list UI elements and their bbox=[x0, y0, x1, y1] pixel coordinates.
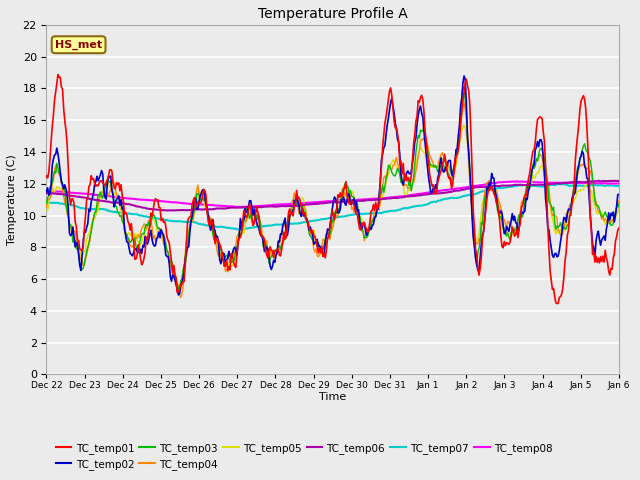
TC_temp03 bbox=[176, 288, 184, 293]
TC_temp05 bbox=[319, 245, 327, 251]
TC_temp08 bbox=[43, 188, 51, 194]
TC_temp05 bbox=[43, 207, 51, 213]
TC_temp05 bbox=[514, 216, 522, 222]
TC_temp01 bbox=[385, 96, 392, 101]
TC_temp04 bbox=[353, 210, 361, 216]
TC_temp03 bbox=[385, 163, 392, 168]
TC_temp02 bbox=[514, 230, 522, 236]
Y-axis label: Temperature (C): Temperature (C) bbox=[7, 154, 17, 245]
TC_temp07 bbox=[615, 183, 623, 189]
TC_temp06 bbox=[612, 178, 620, 184]
TC_temp02 bbox=[460, 73, 468, 79]
Legend: TC_temp01, TC_temp02, TC_temp03, TC_temp04, TC_temp05, TC_temp06, TC_temp07, TC_: TC_temp01, TC_temp02, TC_temp03, TC_temp… bbox=[52, 439, 557, 474]
TC_temp07 bbox=[43, 200, 51, 205]
TC_temp01 bbox=[615, 225, 623, 231]
TC_temp02 bbox=[175, 292, 182, 298]
TC_temp08 bbox=[604, 180, 611, 186]
TC_temp06 bbox=[385, 195, 392, 201]
TC_temp06 bbox=[169, 207, 177, 213]
TC_temp07 bbox=[385, 209, 392, 215]
TC_temp05 bbox=[385, 172, 392, 178]
TC_temp02 bbox=[615, 192, 623, 197]
TC_temp08 bbox=[353, 197, 361, 203]
TC_temp04 bbox=[385, 165, 392, 171]
TC_temp03 bbox=[459, 84, 467, 90]
TC_temp03 bbox=[316, 244, 323, 250]
TC_temp01 bbox=[54, 72, 62, 77]
TC_temp08 bbox=[319, 199, 327, 204]
Line: TC_temp05: TC_temp05 bbox=[47, 125, 619, 286]
Line: TC_temp04: TC_temp04 bbox=[47, 103, 619, 298]
TC_temp01 bbox=[604, 259, 611, 265]
TC_temp03 bbox=[319, 247, 327, 253]
TC_temp02 bbox=[604, 220, 611, 226]
TC_temp06 bbox=[513, 182, 521, 188]
TC_temp03 bbox=[43, 200, 51, 206]
TC_temp01 bbox=[43, 173, 51, 179]
TC_temp03 bbox=[604, 215, 611, 221]
TC_temp08 bbox=[237, 204, 245, 210]
Line: TC_temp06: TC_temp06 bbox=[47, 181, 619, 210]
TC_temp04 bbox=[319, 236, 327, 242]
TC_temp05 bbox=[604, 218, 611, 224]
TC_temp05 bbox=[460, 122, 468, 128]
TC_temp05 bbox=[353, 210, 361, 216]
TC_temp01 bbox=[316, 245, 323, 251]
TC_temp07 bbox=[316, 217, 323, 223]
Line: TC_temp03: TC_temp03 bbox=[47, 87, 619, 290]
TC_temp04 bbox=[514, 216, 522, 222]
TC_temp07 bbox=[556, 181, 563, 187]
TC_temp04 bbox=[177, 295, 184, 300]
Line: TC_temp01: TC_temp01 bbox=[47, 74, 619, 303]
TC_temp03 bbox=[615, 204, 623, 210]
TC_temp05 bbox=[316, 251, 323, 257]
TC_temp06 bbox=[319, 200, 327, 206]
TC_temp07 bbox=[240, 227, 248, 232]
TC_temp04 bbox=[460, 100, 468, 106]
TC_temp01 bbox=[513, 227, 521, 232]
TC_temp07 bbox=[319, 216, 327, 222]
TC_temp02 bbox=[353, 209, 361, 215]
TC_temp08 bbox=[513, 179, 521, 184]
TC_temp08 bbox=[316, 199, 323, 205]
TC_temp07 bbox=[604, 182, 611, 188]
TC_temp08 bbox=[615, 180, 623, 186]
TC_temp06 bbox=[316, 201, 323, 206]
TC_temp02 bbox=[385, 115, 392, 121]
TC_temp01 bbox=[319, 254, 327, 260]
TC_temp08 bbox=[514, 179, 522, 184]
TC_temp07 bbox=[513, 183, 521, 189]
TC_temp08 bbox=[385, 195, 392, 201]
TC_temp07 bbox=[353, 211, 361, 217]
TC_temp04 bbox=[316, 252, 323, 257]
Line: TC_temp07: TC_temp07 bbox=[47, 184, 619, 229]
Line: TC_temp02: TC_temp02 bbox=[47, 76, 619, 295]
TC_temp01 bbox=[353, 212, 361, 217]
TC_temp01 bbox=[554, 300, 562, 306]
TC_temp06 bbox=[615, 178, 623, 184]
TC_temp03 bbox=[514, 216, 522, 222]
Text: HS_met: HS_met bbox=[55, 40, 102, 50]
TC_temp04 bbox=[615, 198, 623, 204]
Title: Temperature Profile A: Temperature Profile A bbox=[258, 7, 408, 21]
X-axis label: Time: Time bbox=[319, 392, 346, 402]
TC_temp02 bbox=[319, 252, 327, 258]
TC_temp02 bbox=[316, 243, 323, 249]
Line: TC_temp08: TC_temp08 bbox=[47, 181, 619, 207]
TC_temp06 bbox=[43, 190, 51, 196]
TC_temp06 bbox=[602, 179, 610, 184]
TC_temp04 bbox=[604, 219, 611, 225]
TC_temp04 bbox=[43, 204, 51, 210]
TC_temp06 bbox=[353, 198, 361, 204]
TC_temp05 bbox=[175, 283, 182, 289]
TC_temp05 bbox=[615, 206, 623, 212]
TC_temp03 bbox=[353, 201, 361, 207]
TC_temp02 bbox=[43, 189, 51, 194]
